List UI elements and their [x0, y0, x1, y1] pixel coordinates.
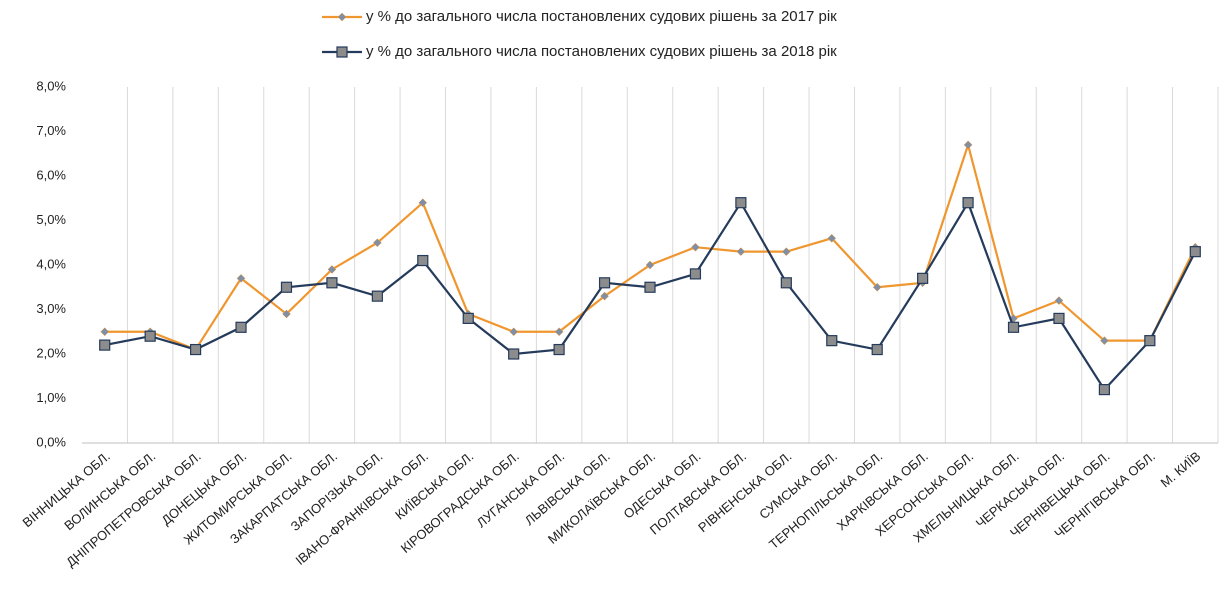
point — [598, 277, 611, 289]
point — [871, 343, 883, 356]
point — [689, 268, 702, 280]
point — [827, 233, 837, 243]
point — [280, 281, 293, 293]
point — [1100, 336, 1109, 346]
point — [282, 309, 291, 319]
point — [963, 140, 973, 150]
point — [1144, 335, 1156, 347]
point — [736, 247, 746, 257]
point — [1053, 312, 1065, 324]
point — [236, 273, 246, 283]
point — [962, 197, 974, 209]
y-tick-label: 8,0% — [36, 78, 66, 93]
point — [917, 272, 929, 284]
y-tick-label: 0,0% — [36, 434, 66, 449]
point — [1007, 321, 1020, 333]
point — [781, 247, 791, 257]
point — [190, 343, 202, 356]
x-tick-label: КИЇВСЬКА ОБЛ. — [392, 448, 476, 522]
x-tick-label: СУМСЬКА ОБЛ. — [756, 448, 840, 522]
y-tick-label: 4,0% — [36, 256, 66, 271]
point — [373, 238, 382, 248]
point — [327, 265, 337, 274]
legend-marker — [336, 46, 348, 58]
point — [235, 321, 247, 333]
legend-label: у % до загального числа постановлених су… — [366, 43, 837, 60]
point — [554, 327, 564, 337]
legend-label: у % до загального числа постановлених су… — [366, 8, 837, 25]
point — [1189, 246, 1201, 258]
point — [100, 327, 110, 337]
point — [99, 339, 111, 351]
y-tick-label: 3,0% — [36, 301, 66, 316]
x-tick-label: ОДЕСЬКА ОБЛ. — [620, 448, 703, 521]
point — [509, 327, 519, 337]
legend-marker — [337, 12, 347, 22]
point — [462, 312, 474, 324]
point — [326, 277, 338, 289]
point — [553, 343, 565, 356]
y-tick-label: 5,0% — [36, 212, 66, 227]
point — [418, 198, 428, 208]
y-tick-label: 2,0% — [36, 345, 66, 360]
point — [780, 277, 792, 289]
series-line — [104, 140, 1197, 351]
point — [1054, 296, 1064, 305]
point — [508, 348, 520, 360]
series-line — [104, 200, 1197, 392]
point — [872, 282, 882, 292]
point — [826, 335, 838, 347]
point — [645, 260, 655, 270]
y-tick-label: 6,0% — [36, 167, 66, 182]
point — [144, 330, 156, 342]
point — [371, 290, 383, 302]
x-tick-label: М. КИЇВ — [1158, 448, 1204, 490]
point — [691, 242, 700, 252]
point — [1098, 384, 1111, 396]
y-tick-label: 7,0% — [36, 123, 66, 138]
point — [417, 254, 429, 267]
point — [600, 291, 609, 301]
y-tick-label: 1,0% — [36, 390, 66, 405]
point — [644, 281, 656, 293]
point — [735, 197, 747, 209]
